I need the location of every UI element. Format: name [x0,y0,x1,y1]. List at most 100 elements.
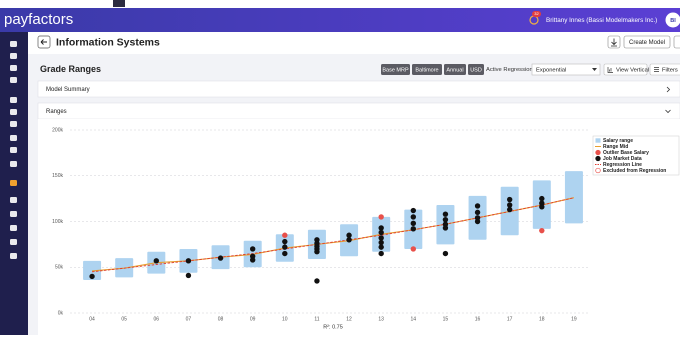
data-point[interactable] [539,204,544,209]
data-point[interactable] [186,258,191,263]
nav-icon[interactable] [10,161,17,167]
legend-swatch [596,138,601,142]
x-tick-label: 18 [539,316,545,322]
data-point[interactable] [475,219,480,224]
data-point[interactable] [346,237,351,242]
data-point[interactable] [282,233,287,238]
data-point[interactable] [314,278,319,283]
y-tick-label: 50k [55,265,64,271]
chart-card [38,119,680,335]
nav-icon[interactable] [10,65,17,71]
nav-icon[interactable] [10,197,17,203]
data-point[interactable] [378,230,383,235]
nav-icon[interactable] [10,253,17,259]
data-point[interactable] [378,244,383,249]
x-tick-label: 16 [475,316,481,322]
nav-icon[interactable] [10,239,17,245]
data-point[interactable] [507,207,512,212]
data-point[interactable] [314,249,319,254]
data-point[interactable] [218,255,223,260]
panel-title: Ranges [46,109,67,115]
legend-swatch [596,150,601,155]
panel-title: Model Summary [46,87,90,93]
x-tick-label: 15 [443,316,449,322]
nav-icon[interactable] [10,135,17,141]
data-point[interactable] [475,203,480,208]
section-title: Grade Ranges [40,64,101,74]
data-point[interactable] [250,257,255,262]
user-name[interactable]: Brittany Innes (Bassi Modelmakers Inc.) [546,17,657,24]
x-tick-label: 17 [507,316,513,322]
notification-count: 32 [534,11,539,16]
data-point[interactable] [411,214,416,219]
page-title: Information Systems [56,36,160,48]
x-tick-label: 11 [314,316,319,322]
x-tick-label: 07 [186,316,192,322]
x-tick-label: 19 [571,316,577,322]
data-point[interactable] [411,246,416,251]
data-point[interactable] [507,197,512,202]
data-point[interactable] [443,225,448,230]
data-point[interactable] [282,244,287,249]
data-point[interactable] [282,239,287,244]
tag-label: Annual [446,67,463,73]
legend-swatch [596,156,601,161]
top-strip [0,0,680,8]
nav-icon[interactable] [10,53,17,59]
nav-icon[interactable] [10,147,17,153]
y-tick-label: 150k [52,173,63,179]
regression-value: Exponential [536,67,566,73]
data-point[interactable] [186,273,191,278]
tag-label: Base MRP [382,67,409,73]
y-tick-label: 200k [52,127,63,133]
data-point[interactable] [378,251,383,256]
data-point[interactable] [411,208,416,213]
data-point[interactable] [411,221,416,226]
data-point[interactable] [411,226,416,231]
nav-icon[interactable] [10,211,17,217]
data-point[interactable] [250,246,255,251]
create-model-label: Create Model [629,40,665,46]
data-point[interactable] [443,211,448,216]
nav-icon[interactable] [10,180,17,186]
nav-icon[interactable] [10,109,17,115]
data-point[interactable] [282,251,287,256]
nav-icon[interactable] [10,225,17,231]
more-button[interactable] [674,36,680,48]
ranges-panel[interactable] [38,103,680,119]
data-point[interactable] [378,214,383,219]
tab-icon[interactable] [113,0,125,7]
x-tick-label: 10 [282,316,288,322]
nav-icon[interactable] [10,97,17,103]
model-summary-panel[interactable] [38,81,680,97]
avatar-initials: BI [670,18,676,24]
nav-icon[interactable] [10,41,17,47]
data-point[interactable] [539,228,544,233]
x-tick-label: 05 [121,316,127,322]
x-tick-label: 09 [250,316,256,322]
regression-label: Active Regression: [486,67,535,73]
data-point[interactable] [154,258,159,263]
x-axis-label: R²: 0.75 [323,324,343,330]
data-point[interactable] [475,210,480,215]
x-tick-label: 04 [89,316,95,322]
x-tick-label: 14 [411,316,417,322]
salary-range [565,171,583,223]
filters-label: Filters [662,67,678,73]
y-tick-label: 0k [58,310,64,316]
nav-icon[interactable] [10,77,17,83]
x-tick-label: 12 [346,316,352,322]
x-tick-label: 06 [154,316,160,322]
nav-icon[interactable] [10,121,17,127]
data-point[interactable] [443,251,448,256]
view-vertical-label: View Vertical [616,67,649,73]
tag-label: Baltimore [415,67,438,73]
legend-label[interactable]: Excluded from Regression [603,168,666,174]
y-tick-label: 100k [52,219,63,225]
logo[interactable]: payfactors [4,11,73,28]
x-tick-label: 13 [378,316,384,322]
data-point[interactable] [89,274,94,279]
